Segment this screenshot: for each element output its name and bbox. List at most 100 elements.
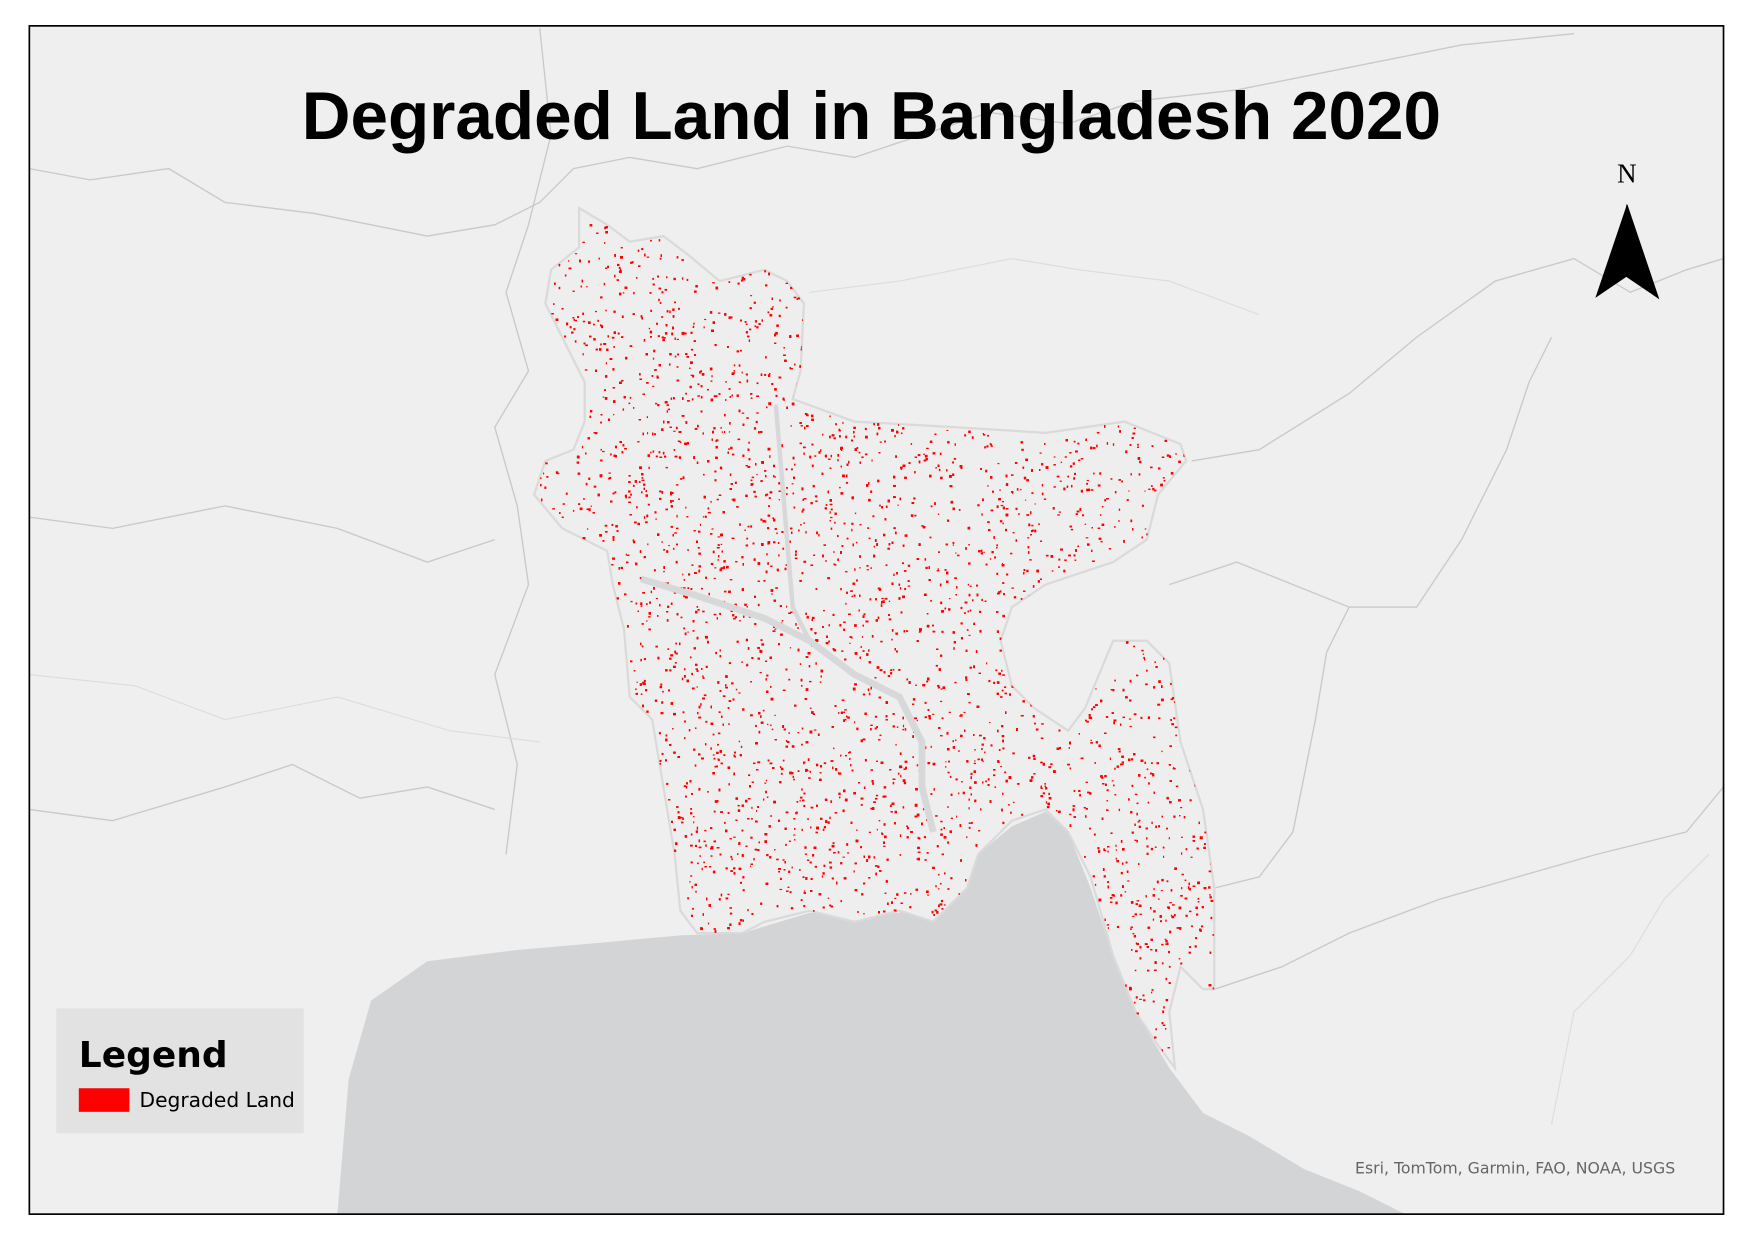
degraded-pixel bbox=[738, 364, 741, 367]
degraded-pixel bbox=[1161, 750, 1163, 753]
degraded-pixel bbox=[849, 758, 851, 760]
degraded-pixel bbox=[779, 299, 781, 302]
degraded-pixel bbox=[655, 518, 657, 521]
degraded-pixel bbox=[578, 503, 581, 505]
degraded-pixel bbox=[1161, 1049, 1163, 1052]
degraded-pixel bbox=[598, 348, 602, 351]
degraded-pixel bbox=[1112, 443, 1115, 446]
degraded-pixel bbox=[864, 712, 867, 715]
degraded-pixel bbox=[959, 714, 963, 717]
degraded-pixel bbox=[1116, 925, 1120, 929]
degraded-pixel bbox=[1133, 1001, 1136, 1004]
degraded-pixel bbox=[1204, 831, 1207, 834]
degraded-pixel bbox=[760, 518, 763, 521]
degraded-pixel bbox=[1038, 523, 1040, 526]
degraded-pixel bbox=[870, 490, 873, 493]
degraded-pixel bbox=[659, 685, 663, 689]
degraded-pixel bbox=[723, 560, 726, 563]
degraded-pixel bbox=[561, 516, 564, 519]
degraded-pixel bbox=[1015, 507, 1018, 511]
degraded-pixel bbox=[667, 648, 670, 650]
degraded-pixel bbox=[720, 426, 722, 429]
degraded-pixel bbox=[1105, 716, 1109, 718]
degraded-pixel bbox=[964, 434, 967, 437]
degraded-pixel bbox=[620, 246, 623, 249]
degraded-pixel bbox=[940, 899, 944, 903]
degraded-pixel bbox=[723, 821, 726, 824]
degraded-pixel bbox=[1072, 462, 1075, 465]
degraded-pixel bbox=[1162, 855, 1165, 858]
degraded-pixel bbox=[779, 888, 783, 891]
degraded-pixel bbox=[628, 474, 631, 477]
degraded-pixel bbox=[900, 774, 902, 778]
degraded-pixel bbox=[1162, 477, 1165, 479]
degraded-pixel bbox=[641, 645, 644, 648]
degraded-pixel bbox=[646, 710, 649, 713]
degraded-pixel bbox=[773, 476, 777, 478]
degraded-pixel bbox=[879, 504, 881, 507]
degraded-pixel bbox=[943, 827, 946, 829]
degraded-pixel bbox=[587, 321, 591, 324]
degraded-pixel bbox=[1188, 946, 1192, 949]
degraded-pixel bbox=[817, 733, 820, 737]
degraded-pixel bbox=[878, 588, 882, 591]
degraded-pixel bbox=[999, 590, 1002, 593]
degraded-pixel bbox=[646, 416, 648, 419]
degraded-pixel bbox=[676, 514, 678, 518]
degraded-pixel bbox=[793, 296, 797, 299]
degraded-pixel bbox=[1001, 735, 1005, 738]
degraded-pixel bbox=[749, 865, 752, 867]
degraded-pixel bbox=[789, 367, 791, 370]
degraded-pixel bbox=[845, 481, 849, 484]
degraded-pixel bbox=[1086, 482, 1089, 485]
degraded-pixel bbox=[779, 877, 782, 881]
degraded-pixel bbox=[581, 445, 584, 449]
degraded-pixel bbox=[1013, 596, 1017, 599]
degraded-pixel bbox=[731, 682, 734, 685]
degraded-pixel bbox=[840, 587, 842, 591]
degraded-pixel bbox=[1175, 453, 1177, 455]
degraded-pixel bbox=[1069, 813, 1072, 816]
degraded-pixel bbox=[899, 497, 902, 501]
degraded-pixel bbox=[803, 522, 805, 524]
degraded-pixel bbox=[713, 427, 716, 430]
degraded-pixel bbox=[1101, 776, 1104, 779]
degraded-pixel bbox=[838, 712, 840, 714]
degraded-pixel bbox=[822, 872, 825, 875]
boundary bbox=[1214, 786, 1724, 990]
degraded-pixel bbox=[1150, 485, 1153, 487]
degraded-pixel bbox=[1167, 907, 1171, 910]
degraded-pixel bbox=[540, 477, 542, 480]
degraded-pixel bbox=[718, 494, 722, 496]
degraded-pixel bbox=[859, 461, 862, 464]
degraded-pixel bbox=[832, 647, 835, 651]
degraded-pixel bbox=[1051, 570, 1054, 572]
degraded-pixel bbox=[788, 840, 791, 842]
degraded-pixel bbox=[1027, 537, 1030, 539]
degraded-pixel bbox=[728, 662, 732, 665]
degraded-pixel bbox=[713, 928, 716, 930]
degraded-pixel bbox=[1086, 479, 1089, 482]
degraded-pixel bbox=[881, 597, 884, 600]
degraded-pixel bbox=[1104, 499, 1107, 502]
degraded-pixel bbox=[1126, 499, 1129, 502]
degraded-pixel bbox=[778, 870, 781, 873]
degraded-pixel bbox=[1150, 991, 1153, 994]
degraded-pixel bbox=[822, 433, 824, 436]
degraded-pixel bbox=[737, 438, 741, 441]
degraded-pixel bbox=[1124, 891, 1127, 893]
degraded-pixel bbox=[690, 374, 694, 376]
degraded-pixel bbox=[907, 564, 911, 567]
degraded-pixel bbox=[904, 728, 907, 731]
degraded-pixel bbox=[1162, 1010, 1165, 1014]
degraded-pixel bbox=[1178, 958, 1181, 960]
degraded-pixel bbox=[741, 412, 745, 414]
boundary bbox=[1169, 336, 1553, 608]
degraded-pixel bbox=[747, 909, 749, 912]
degraded-pixel bbox=[897, 772, 900, 775]
degraded-pixel bbox=[728, 448, 730, 450]
degraded-pixel bbox=[653, 569, 656, 572]
degraded-pixel bbox=[1012, 531, 1015, 534]
degraded-pixel bbox=[628, 481, 631, 483]
degraded-pixel bbox=[748, 774, 751, 777]
